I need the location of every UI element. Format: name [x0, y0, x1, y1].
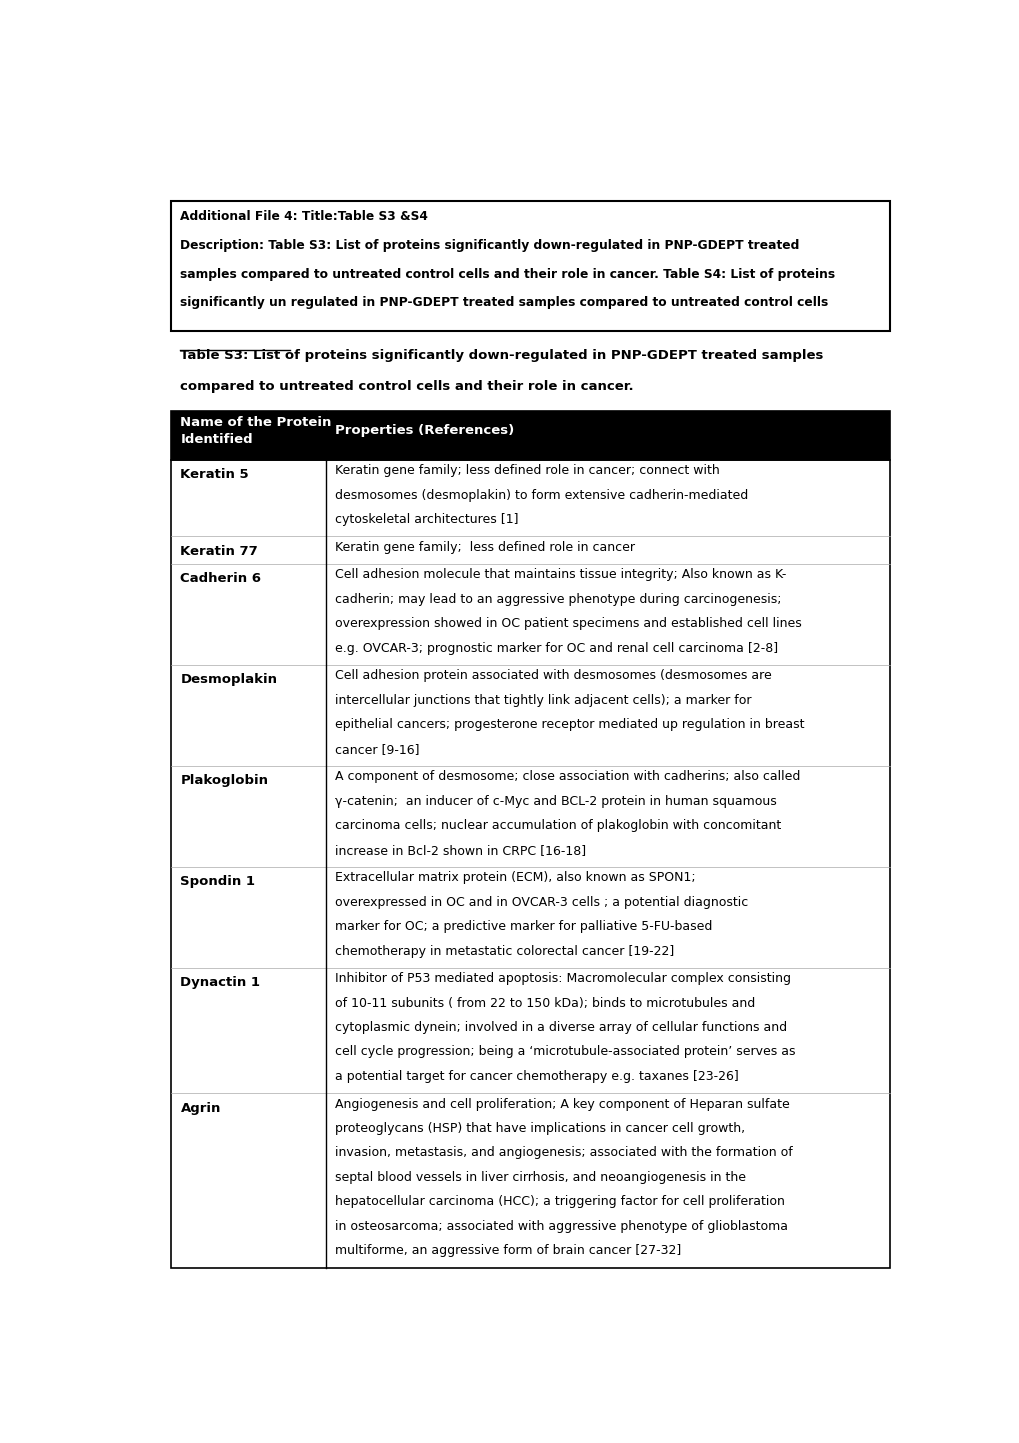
Text: Table S3: List of proteins significantly down-regulated in PNP-GDEPT treated sam: Table S3: List of proteins significantly…: [180, 349, 823, 362]
Text: invasion, metastasis, and angiogenesis; associated with the formation of: invasion, metastasis, and angiogenesis; …: [335, 1147, 792, 1160]
Text: of 10-11 subunits ( from 22 to 150 kDa); binds to microtubules and: of 10-11 subunits ( from 22 to 150 kDa);…: [335, 997, 755, 1010]
Text: Properties (References): Properties (References): [335, 424, 514, 437]
Text: Angiogenesis and cell proliferation; A key component of Heparan sulfate: Angiogenesis and cell proliferation; A k…: [335, 1098, 789, 1111]
Text: cancer [9-16]: cancer [9-16]: [335, 743, 419, 756]
Text: Keratin gene family;  less defined role in cancer: Keratin gene family; less defined role i…: [335, 541, 635, 554]
Text: overexpressed in OC and in OVCAR-3 cells ; a potential diagnostic: overexpressed in OC and in OVCAR-3 cells…: [335, 896, 748, 909]
Text: epithelial cancers; progesterone receptor mediated up regulation in breast: epithelial cancers; progesterone recepto…: [335, 719, 804, 732]
Text: desmosomes (desmoplakin) to form extensive cadherin-mediated: desmosomes (desmoplakin) to form extensi…: [335, 489, 748, 502]
Text: cytoplasmic dynein; involved in a diverse array of cellular functions and: cytoplasmic dynein; involved in a divers…: [335, 1022, 787, 1035]
Bar: [171, 201, 890, 330]
Text: Extracellular matrix protein (ECM), also known as SPON1;: Extracellular matrix protein (ECM), also…: [335, 872, 695, 885]
Text: a potential target for cancer chemotherapy e.g. taxanes [23-26]: a potential target for cancer chemothera…: [335, 1069, 738, 1082]
Text: proteoglycans (HSP) that have implications in cancer cell growth,: proteoglycans (HSP) that have implicatio…: [335, 1123, 745, 1136]
Text: Inhibitor of P53 mediated apoptosis: Macromolecular complex consisting: Inhibitor of P53 mediated apoptosis: Mac…: [335, 973, 791, 986]
Text: Keratin 5: Keratin 5: [180, 469, 249, 482]
Text: Cell adhesion protein associated with desmosomes (desmosomes are: Cell adhesion protein associated with de…: [335, 670, 771, 683]
Text: A component of desmosome; close association with cadherins; also called: A component of desmosome; close associat…: [335, 771, 800, 784]
Text: Keratin gene family; less defined role in cancer; connect with: Keratin gene family; less defined role i…: [335, 465, 719, 478]
Text: Dynactin 1: Dynactin 1: [180, 977, 260, 990]
Text: Keratin 77: Keratin 77: [180, 545, 258, 558]
Text: carcinoma cells; nuclear accumulation of plakoglobin with concomitant: carcinoma cells; nuclear accumulation of…: [335, 820, 781, 833]
Text: significantly un regulated in PNP-GDEPT treated samples compared to untreated co: significantly un regulated in PNP-GDEPT …: [180, 296, 827, 309]
Text: Additional File 4: Title:Table S3 &S4: Additional File 4: Title:Table S3 &S4: [180, 209, 428, 222]
Bar: [171, 460, 890, 1267]
Text: hepatocellular carcinoma (HCC); a triggering factor for cell proliferation: hepatocellular carcinoma (HCC); a trigge…: [335, 1195, 785, 1208]
Text: Description: Table S3: List of proteins significantly down-regulated in PNP-GDEP: Description: Table S3: List of proteins …: [180, 238, 799, 251]
Text: γ-catenin;  an inducer of c-Myc and BCL-2 protein in human squamous: γ-catenin; an inducer of c-Myc and BCL-2…: [335, 795, 776, 808]
Text: marker for OC; a predictive marker for palliative 5-FU-based: marker for OC; a predictive marker for p…: [335, 921, 712, 934]
Text: Cadherin 6: Cadherin 6: [180, 573, 261, 586]
Text: Plakoglobin: Plakoglobin: [180, 775, 268, 788]
Text: Cell adhesion molecule that maintains tissue integrity; Also known as K-: Cell adhesion molecule that maintains ti…: [335, 569, 786, 582]
Text: samples compared to untreated control cells and their role in cancer. Table S4: : samples compared to untreated control ce…: [180, 267, 835, 280]
Text: cytoskeletal architectures [1]: cytoskeletal architectures [1]: [335, 514, 518, 527]
Text: in osteosarcoma; associated with aggressive phenotype of glioblastoma: in osteosarcoma; associated with aggress…: [335, 1219, 788, 1232]
Bar: [171, 411, 890, 460]
Text: overexpression showed in OC patient specimens and established cell lines: overexpression showed in OC patient spec…: [335, 618, 801, 631]
Text: multiforme, an aggressive form of brain cancer [27-32]: multiforme, an aggressive form of brain …: [335, 1244, 681, 1257]
Text: chemotherapy in metastatic colorectal cancer [19-22]: chemotherapy in metastatic colorectal ca…: [335, 945, 674, 958]
Text: Desmoplakin: Desmoplakin: [180, 674, 277, 687]
Text: cell cycle progression; being a ‘microtubule-associated protein’ serves as: cell cycle progression; being a ‘microtu…: [335, 1046, 795, 1059]
Text: cadherin; may lead to an aggressive phenotype during carcinogenesis;: cadherin; may lead to an aggressive phen…: [335, 593, 781, 606]
Text: Name of the Protein
Identified: Name of the Protein Identified: [180, 417, 331, 446]
Text: intercellular junctions that tightly link adjacent cells); a marker for: intercellular junctions that tightly lin…: [335, 694, 751, 707]
Text: Agrin: Agrin: [180, 1102, 221, 1115]
Text: compared to untreated control cells and their role in cancer.: compared to untreated control cells and …: [180, 380, 634, 392]
Text: increase in Bcl-2 shown in CRPC [16-18]: increase in Bcl-2 shown in CRPC [16-18]: [335, 844, 586, 857]
Text: e.g. OVCAR-3; prognostic marker for OC and renal cell carcinoma [2-8]: e.g. OVCAR-3; prognostic marker for OC a…: [335, 642, 777, 655]
Text: septal blood vessels in liver cirrhosis, and neoangiogenesis in the: septal blood vessels in liver cirrhosis,…: [335, 1170, 745, 1183]
Text: Spondin 1: Spondin 1: [180, 876, 255, 889]
